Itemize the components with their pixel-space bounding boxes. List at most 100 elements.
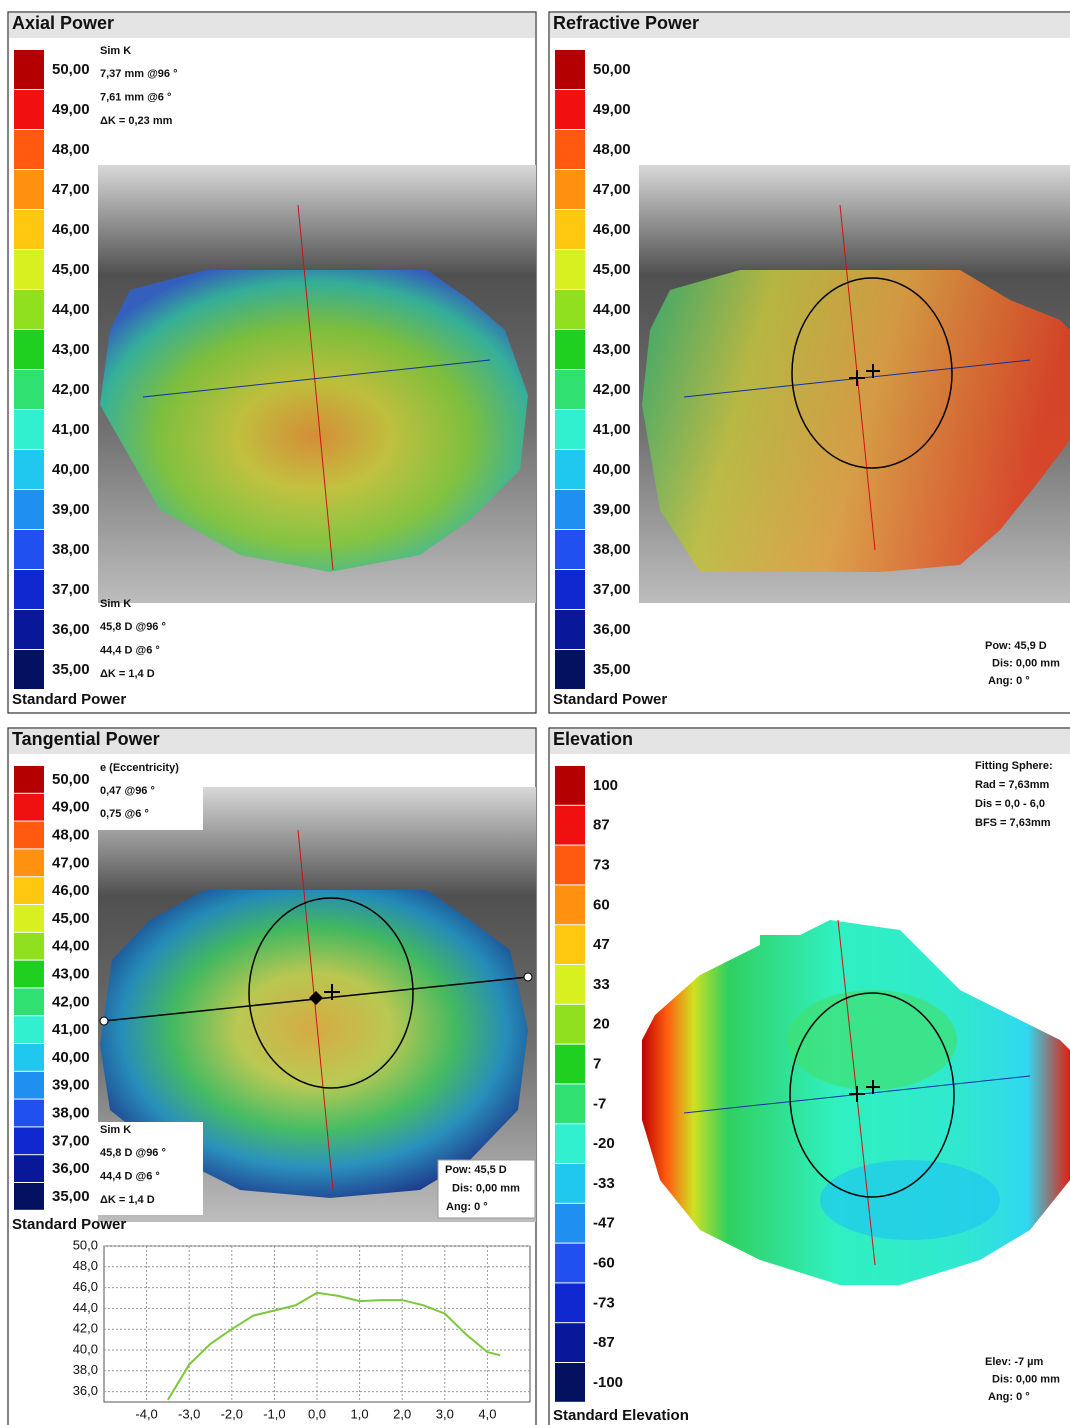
scale-label: 46,00	[52, 221, 90, 238]
scale-swatch	[14, 90, 44, 129]
scale-label: 33	[593, 976, 610, 993]
scale-swatch	[14, 650, 44, 689]
scale-label: 43,00	[52, 965, 90, 982]
panel-title: Elevation	[553, 729, 633, 749]
scale-label: 47,00	[52, 181, 90, 198]
info-text: Ang: 0 °	[988, 675, 1030, 687]
scale-label: 37,00	[593, 581, 631, 598]
scale-label: 49,00	[52, 101, 90, 118]
scale-label: 46,00	[593, 221, 631, 238]
scale-label: 48,00	[52, 826, 90, 843]
scale-swatch	[555, 530, 585, 569]
info-text: Elev: -7 µm	[985, 1356, 1044, 1368]
scale-label: 46,00	[52, 882, 90, 899]
scale-label: 40,00	[52, 461, 90, 478]
scale-label: 35,00	[52, 661, 90, 678]
scale-swatch	[14, 1016, 44, 1043]
scale-swatch	[14, 1044, 44, 1071]
scale-label: 87	[593, 817, 610, 834]
scale-swatch	[555, 1084, 585, 1123]
scale-label: 44,00	[593, 301, 631, 318]
scale-label: 47,00	[52, 854, 90, 871]
scale-label: 41,00	[52, 421, 90, 438]
info-text: 44,4 D @6 °	[100, 1171, 160, 1183]
scale-label: 20	[593, 1016, 610, 1033]
panel-title: Tangential Power	[12, 729, 160, 749]
info-text: Dis: 0,00 mm	[992, 657, 1060, 669]
info-text: 44,4 D @6 °	[100, 645, 160, 657]
info-text: Sim K	[100, 598, 131, 610]
scale-swatch	[555, 1124, 585, 1163]
info-text: Ang: 0 °	[988, 1391, 1030, 1403]
panel-footer: Standard Power	[553, 691, 667, 708]
scale-label: 44,00	[52, 301, 90, 318]
scale-label: 7	[593, 1055, 601, 1072]
scale-swatch	[555, 290, 585, 329]
scale-swatch	[14, 1072, 44, 1099]
scale-swatch	[14, 849, 44, 876]
scale-swatch	[14, 170, 44, 209]
scale-swatch	[14, 570, 44, 609]
info-text: Sim K	[100, 45, 131, 57]
scale-swatch	[555, 806, 585, 845]
scale-swatch	[555, 370, 585, 409]
scale-label: 45,00	[593, 261, 631, 278]
info-text: 45,8 D @96 °	[100, 621, 166, 633]
scale-label: 35,00	[593, 661, 631, 678]
scale-label: 47	[593, 936, 610, 953]
info-text: 7,61 mm @6 °	[100, 92, 171, 104]
info-text: Ang: 0 °	[446, 1201, 488, 1213]
scale-swatch	[555, 210, 585, 249]
scale-label: 37,00	[52, 1132, 90, 1149]
scale-swatch	[14, 530, 44, 569]
scale-swatch	[555, 1164, 585, 1203]
axial-map	[98, 165, 536, 603]
y-tick-label: 50,0	[73, 1237, 98, 1252]
scale-swatch	[555, 846, 585, 885]
scale-label: -100	[593, 1374, 623, 1391]
scale-swatch	[14, 1183, 44, 1210]
scale-label: 50,00	[52, 771, 90, 788]
info-text: BFS = 7,63mm	[975, 817, 1051, 829]
scale-label: 43,00	[593, 341, 631, 358]
scale-swatch	[555, 490, 585, 529]
scale-swatch	[14, 210, 44, 249]
scale-swatch	[555, 766, 585, 805]
scale-label: 36,00	[593, 621, 631, 638]
info-text: Dis: 0,00 mm	[992, 1373, 1060, 1385]
scale-swatch	[555, 1045, 585, 1084]
scale-label: 49,00	[593, 101, 631, 118]
scale-swatch	[555, 1363, 585, 1402]
info-text: ΔK = 0,23 mm	[100, 115, 173, 127]
info-text: Fitting Sphere:	[975, 760, 1053, 772]
scale-label: -47	[593, 1215, 615, 1232]
y-tick-label: 48,0	[73, 1258, 98, 1273]
scale-swatch	[555, 410, 585, 449]
y-tick-label: 38,0	[73, 1362, 98, 1377]
scale-swatch	[14, 1100, 44, 1127]
x-tick-label: -4,0	[135, 1406, 157, 1421]
scale-label: 50,00	[593, 61, 631, 78]
scale-swatch	[555, 90, 585, 129]
x-tick-label: -1,0	[263, 1406, 285, 1421]
scale-swatch	[14, 794, 44, 821]
screen: Axial PowerStandard Power50,0049,0048,00…	[0, 0, 1070, 1425]
scale-swatch	[555, 1244, 585, 1283]
scale-label: 42,00	[52, 993, 90, 1010]
scale-label: 41,00	[593, 421, 631, 438]
scale-label: 45,00	[52, 261, 90, 278]
scale-label: 44,00	[52, 938, 90, 955]
panel-footer: Standard Elevation	[553, 1407, 689, 1424]
scale-swatch	[555, 330, 585, 369]
x-tick-label: -2,0	[221, 1406, 243, 1421]
scale-label: 35,00	[52, 1188, 90, 1205]
x-tick-label: 1,0	[351, 1406, 369, 1421]
scale-swatch	[555, 965, 585, 1004]
scale-label: -33	[593, 1175, 615, 1192]
scale-label: 43,00	[52, 341, 90, 358]
scale-swatch	[555, 570, 585, 609]
panel-footer: Standard Power	[12, 1216, 126, 1233]
scale-label: 42,00	[52, 381, 90, 398]
scale-swatch	[14, 961, 44, 988]
scale-label: 39,00	[593, 501, 631, 518]
